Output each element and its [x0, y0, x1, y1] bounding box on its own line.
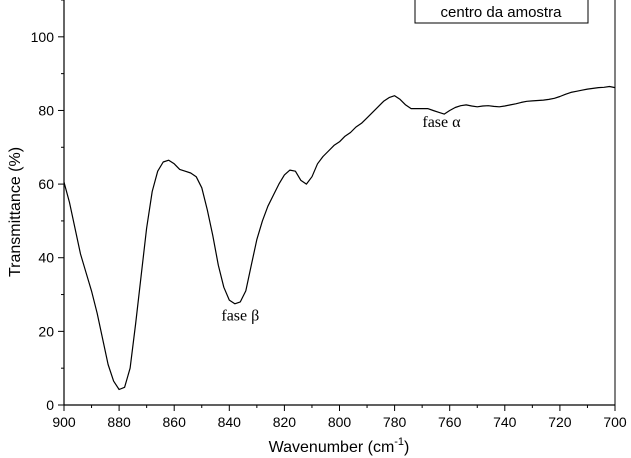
x-tick-label: 860 [163, 414, 187, 430]
y-tick-label: 60 [38, 176, 54, 192]
annotation-group: fase β fase α [221, 114, 461, 324]
y-tick-label: 80 [38, 102, 54, 118]
x-tick-label: 840 [218, 414, 242, 430]
y-tick-label: 20 [38, 323, 54, 339]
annotation-label: fase α [422, 114, 461, 131]
series-line-0 [63, 85, 616, 391]
x-tick-label: 720 [548, 414, 572, 430]
x-tick-label: 820 [273, 414, 297, 430]
legend-entry-label: centro da amostra [441, 4, 563, 21]
y-tick-label: 0 [46, 397, 54, 413]
x-tick-label: 760 [438, 414, 462, 430]
x-tick-label: 900 [52, 414, 76, 430]
plot-frame [63, 0, 616, 406]
legend-box [414, 0, 589, 24]
x-tick-label: 700 [603, 414, 627, 430]
legend: centro da amostra [414, 0, 589, 24]
annotation-label: fase β [221, 307, 259, 324]
x-tick-label: 780 [383, 414, 407, 430]
x-axis-title-suffix: ) [404, 439, 409, 456]
x-tick-label: 800 [328, 414, 352, 430]
x-axis-title-superscript: -1 [394, 436, 404, 448]
series-group [63, 85, 616, 391]
y-tick-label: 100 [31, 29, 55, 45]
x-tick-label: 740 [493, 414, 517, 430]
x-tick-label: 880 [107, 414, 131, 430]
x-axis-title-main: Wavenumber (cm [269, 439, 395, 456]
y-axis-title: Transmittance (%) [7, 147, 24, 277]
y-tick-label: 40 [38, 250, 54, 266]
tick-group: 900 880 860 840 820 800 780 760 740 720 700 0 20 40 60… [31, 0, 627, 430]
x-axis-title: Wavenumber (cm-1) [269, 436, 410, 456]
